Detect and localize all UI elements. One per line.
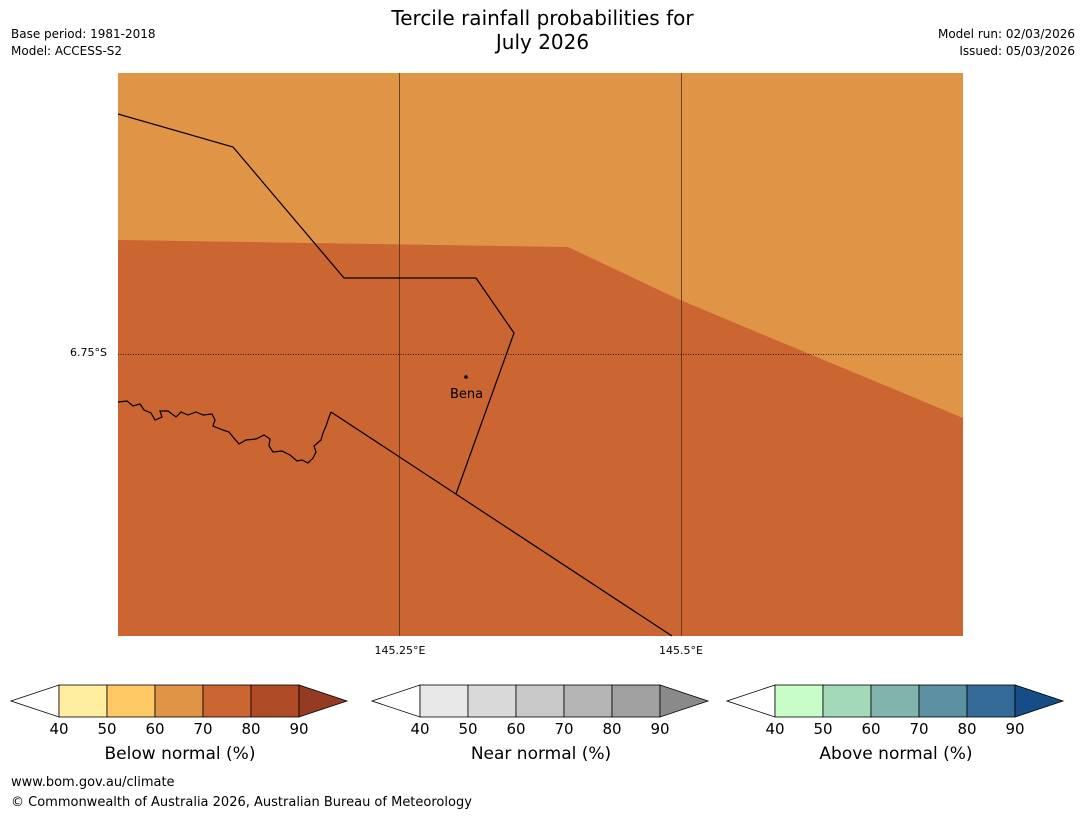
legend-label-above-normal: Above normal (%): [819, 744, 973, 764]
colorbar-near-normal: [371, 684, 710, 718]
colorbar-segment: [250, 684, 300, 718]
colorbar-tick-label: 40: [410, 720, 430, 738]
latitude-label: 6.75°S: [70, 346, 107, 359]
colorbar-segment: [515, 684, 565, 718]
issued-date: Issued: 05/03/2026: [959, 44, 1075, 58]
legend-ticks: 40 50 60 70 80 90: [371, 720, 711, 740]
colorbar-tick-label: 70: [909, 720, 929, 738]
colorbar-tick-label: 60: [506, 720, 526, 738]
colorbar-segment: [106, 684, 156, 718]
colorbar-extend-low: [10, 684, 60, 718]
colorbar-segment: [918, 684, 968, 718]
title-line-2: July 2026: [495, 30, 590, 54]
colorbar-tick-label: 50: [97, 720, 117, 738]
probability-region-dark: [118, 240, 963, 636]
colorbar-tick-label: 60: [861, 720, 881, 738]
longitude-label: 145.5°E: [659, 644, 703, 657]
colorbar-tick-label: 40: [49, 720, 69, 738]
colorbar-segment: [419, 684, 469, 718]
colorbar-tick-label: 40: [765, 720, 785, 738]
chart-title: Tercile rainfall probabilities for July …: [0, 6, 1085, 54]
legend-ticks: 40 50 60 70 80 90: [726, 720, 1066, 740]
colorbar-segment: [563, 684, 613, 718]
base-period: Base period: 1981-2018: [11, 27, 156, 41]
bena-location-marker: [464, 375, 468, 379]
colorbar-extend-high: [659, 684, 710, 718]
colorbar-segment: [774, 684, 824, 718]
colorbar-tick-label: 70: [193, 720, 213, 738]
colorbar-below-normal: [10, 684, 349, 718]
colorbar-segment: [467, 684, 517, 718]
meta-left: Base period: 1981-2018 Model: ACCESS-S2: [11, 26, 156, 60]
colorbar-tick-label: 90: [1005, 720, 1025, 738]
colorbar-segment: [611, 684, 661, 718]
colorbar-segment: [822, 684, 872, 718]
model-run-date: Model run: 02/03/2026: [937, 27, 1075, 41]
meta-right: Model run: 02/03/2026 Issued: 05/03/2026: [938, 26, 1075, 60]
colorbar-segment: [154, 684, 204, 718]
place-label-bena: Bena: [450, 387, 484, 402]
model-name: Model: ACCESS-S2: [11, 44, 123, 58]
colorbar-above-normal: [726, 684, 1065, 718]
colorbar-tick-label: 90: [289, 720, 309, 738]
colorbar-tick-label: 80: [241, 720, 261, 738]
colorbar-extend-high: [1014, 684, 1065, 718]
legend-label-below-normal: Below normal (%): [104, 744, 256, 764]
colorbar-tick-label: 80: [957, 720, 977, 738]
colorbar-segment: [58, 684, 108, 718]
colorbar-tick-label: 50: [813, 720, 833, 738]
province-boundary: [330, 411, 673, 637]
legend-ticks: 40 50 60 70 80 90: [10, 720, 350, 740]
river-boundary: [117, 400, 332, 464]
colorbar-tick-label: 90: [650, 720, 670, 738]
colorbar-segment: [202, 684, 252, 718]
colorbar-tick-label: 50: [458, 720, 478, 738]
longitude-label: 145.25°E: [374, 644, 426, 657]
colorbar-extend-high: [298, 684, 349, 718]
footer-url: www.bom.gov.au/climate: [11, 775, 175, 790]
colorbar-segment: [966, 684, 1016, 718]
legend-label-near-normal: Near normal (%): [470, 744, 612, 764]
colorbar-extend-low: [371, 684, 421, 718]
colorbar-segment: [870, 684, 920, 718]
title-line-1: Tercile rainfall probabilities for: [391, 6, 694, 30]
footer-copyright: © Commonwealth of Australia 2026, Austra…: [11, 795, 472, 810]
colorbar-tick-label: 60: [145, 720, 165, 738]
colorbar-extend-low: [726, 684, 776, 718]
colorbar-tick-label: 80: [602, 720, 622, 738]
province-boundary: [117, 113, 515, 495]
colorbar-tick-label: 70: [554, 720, 574, 738]
